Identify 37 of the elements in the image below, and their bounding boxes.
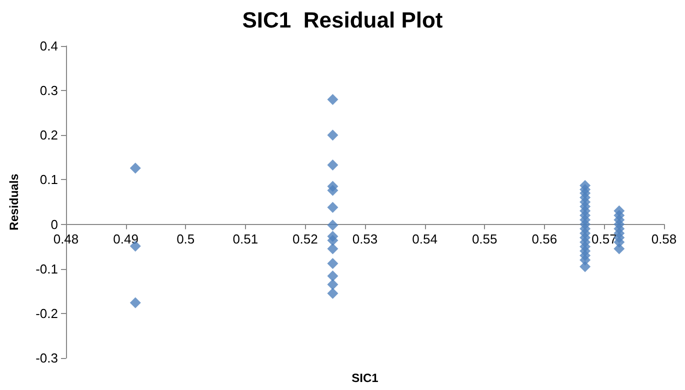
point (327, 184, 338, 196)
point (327, 202, 338, 213)
y-tick-label: -0.1 (36, 261, 58, 276)
y-tick-label: 0.3 (40, 83, 58, 98)
point (327, 243, 338, 254)
y-tick-label: 0 (50, 216, 58, 232)
x-tick-label: 0.56 (532, 231, 558, 246)
x-tick-label: 0.52 (292, 231, 318, 246)
y-tick-label: 0.2 (40, 128, 58, 143)
x-tick-label: 0.58 (651, 231, 677, 246)
y-tick-label: 0.1 (40, 172, 58, 188)
point (327, 94, 338, 105)
x-tick-label: 0.48 (53, 231, 79, 246)
point (130, 297, 141, 308)
y-tick-label: 0.4 (40, 38, 58, 54)
point (327, 234, 338, 246)
x-tick-label: 0.49 (113, 231, 138, 246)
point (614, 243, 625, 254)
point (327, 278, 338, 290)
chart-title: SIC1 Residual Plot (242, 8, 444, 32)
point (327, 258, 338, 270)
point (580, 261, 591, 272)
point (327, 160, 338, 171)
x-tick-label: 0.5 (176, 231, 195, 246)
point (130, 162, 141, 174)
x-tick-label: 0.55 (472, 231, 498, 246)
x-tick-label: 0.53 (352, 231, 378, 246)
point (327, 220, 338, 231)
y-tick-label: -0.3 (36, 350, 58, 366)
x-tick-label: 0.51 (232, 231, 258, 246)
y-axis-title: Residuals (7, 173, 21, 230)
point (327, 288, 338, 299)
x-tick-label: 0.54 (412, 231, 438, 246)
y-tick-label: -0.2 (36, 306, 58, 321)
point (327, 130, 338, 141)
x-axis-title: SIC1 (352, 371, 379, 385)
point (327, 270, 338, 282)
